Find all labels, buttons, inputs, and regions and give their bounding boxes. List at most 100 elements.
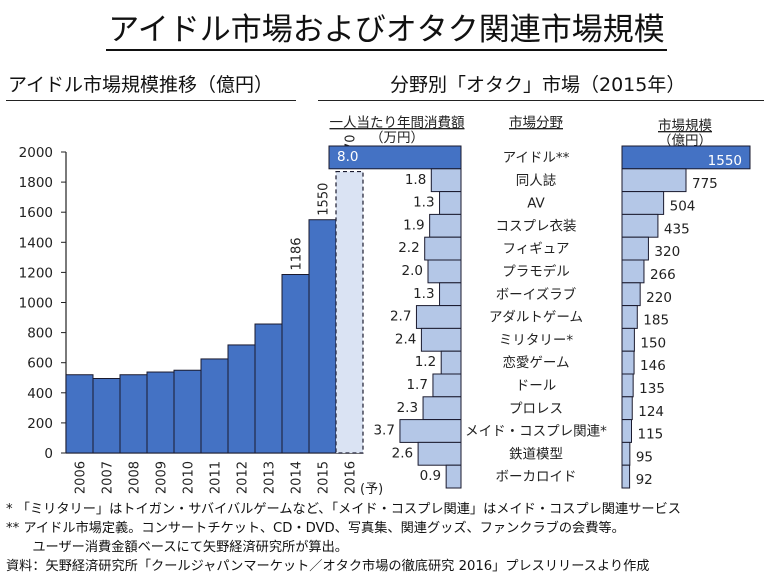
- spend-bar: [417, 441, 462, 466]
- size-bar: [621, 236, 649, 261]
- y-tick-label: 1400: [19, 235, 53, 251]
- field-label: フィギュア: [503, 241, 570, 257]
- bar-value-label: 1550: [317, 183, 332, 216]
- spend-bar: [415, 305, 462, 329]
- field-label: メイド・コスプレ関連*: [465, 424, 607, 440]
- size-value-label: 135: [639, 381, 665, 397]
- footnote-military: * 「ミリタリー」はトイガン・サバイバルゲームなど、「メイド・コスプレ関連」はメ…: [6, 502, 681, 517]
- x-tick-label: 2011: [209, 461, 224, 494]
- x-tick-label: 2013: [263, 461, 278, 494]
- spend-column-header: 一人当たり年間消費額: [330, 115, 465, 131]
- size-column-header: 市場規模: [658, 117, 712, 134]
- otaku-chart-title: 分野別「オタク」市場（2015年）: [390, 74, 686, 96]
- y-tick-label: 600: [27, 356, 53, 372]
- size-bar: [621, 350, 635, 375]
- field-label: プラモデル: [502, 263, 570, 280]
- bar: [119, 374, 148, 454]
- spend-bar: [422, 396, 462, 421]
- spend-value-label: 3.7: [373, 423, 394, 439]
- spend-bar: [420, 327, 462, 352]
- size-bar: [621, 396, 633, 421]
- spend-value-label: 1.3: [413, 286, 434, 302]
- y-tick-label: 400: [27, 386, 53, 402]
- spend-value-label: 0.9: [420, 468, 441, 484]
- field-label: ミリタリー*: [499, 332, 573, 348]
- bar: [173, 369, 202, 454]
- bar: [65, 374, 94, 454]
- spend-value-label: 2.4: [395, 331, 416, 347]
- spend-bar: [439, 282, 462, 307]
- spend-value-label: 2.7: [390, 309, 411, 325]
- spend-value-label: 2.0: [402, 263, 423, 279]
- size-bar: [621, 191, 665, 215]
- x-tick-label: 2010: [182, 461, 197, 494]
- x-tick-label: 2008: [128, 461, 143, 494]
- footnote-idol-definition: ** アイドル市場定義。コンサートチケット、CD・DVD、写真集、関連グッズ、フ…: [6, 521, 625, 536]
- size-value-label: 1550: [708, 153, 742, 169]
- bar: [200, 358, 229, 454]
- y-tick-label: 1600: [19, 205, 53, 221]
- spend-value-label: 2.6: [392, 445, 413, 461]
- field-label: プロレス: [509, 401, 563, 417]
- spend-bar: [429, 213, 462, 238]
- spend-value-label: 2.3: [397, 400, 418, 416]
- y-tick-label: 0: [44, 446, 53, 462]
- spend-bar: [399, 419, 462, 443]
- spend-value-label: 8.0: [337, 149, 358, 165]
- field-label: ドール: [516, 378, 557, 394]
- spend-bar: [328, 145, 462, 170]
- charts-canvas: 0 200 400 600 800 1000 1200 1400 1600 1800 2000 200…: [19, 114, 751, 497]
- x-tick-label: 2016: [344, 461, 359, 494]
- x-tick-label: 2009: [155, 461, 170, 494]
- size-value-label: 95: [636, 449, 653, 465]
- x-tick-label: 2014: [290, 461, 305, 494]
- size-value-label: 146: [640, 358, 666, 374]
- size-value-label: 320: [654, 244, 680, 260]
- bar-value-label: 1186: [290, 237, 305, 270]
- field-label: 恋愛ゲーム: [502, 354, 569, 371]
- size-bar: [621, 282, 641, 307]
- spend-bar: [439, 191, 462, 215]
- size-bar: [621, 441, 631, 466]
- bar: [227, 344, 256, 454]
- size-bar: [621, 464, 631, 489]
- size-value-label: 150: [640, 335, 666, 351]
- size-bar: [621, 373, 634, 398]
- size-value-label: 504: [670, 199, 696, 215]
- x-tick-label: 2007: [101, 461, 116, 494]
- field-column-header: 市場分野: [509, 114, 563, 131]
- size-value-label: 115: [637, 427, 663, 443]
- field-label: アダルトゲーム: [489, 310, 583, 326]
- forecast-note: (予): [360, 482, 383, 497]
- size-bar: [621, 419, 632, 443]
- page-title: アイドル市場およびオタク関連市場規模: [0, 4, 773, 51]
- bar: [146, 371, 175, 454]
- size-value-label: 435: [664, 221, 690, 237]
- size-value-label: 266: [650, 267, 676, 283]
- spend-value-label: 1.3: [413, 195, 434, 211]
- y-tick-label: 800: [27, 326, 53, 342]
- x-tick-label: 2006: [74, 461, 89, 494]
- footnote-source: 資料：矢野経済研究所「クールジャパンマーケット／オタク市場の徹底研究 2016」…: [6, 559, 650, 574]
- bar: [254, 323, 283, 454]
- size-bar: [621, 259, 645, 284]
- x-tick-label: 2015: [317, 461, 332, 494]
- spend-value-label: 1.9: [403, 217, 424, 233]
- field-label: ボーイズラブ: [496, 286, 577, 303]
- size-value-label: 220: [646, 290, 672, 306]
- field-label: アイドル**: [503, 150, 570, 166]
- footnotes: * 「ミリタリー」はトイガン・サバイバルゲームなど、「メイド・コスプレ関連」はメ…: [6, 500, 681, 576]
- spend-value-label: 1.8: [405, 172, 426, 188]
- size-bar: [621, 305, 638, 329]
- spend-bar: [430, 168, 462, 193]
- bar: [308, 219, 337, 454]
- forecast-bar: [335, 170, 364, 454]
- field-label: ボーカロイド: [496, 469, 577, 485]
- size-value-label: 185: [643, 313, 669, 329]
- size-value-label: 92: [636, 472, 653, 488]
- idol-title-rule: [6, 100, 296, 101]
- size-column-unit: （億円）: [658, 133, 712, 149]
- spend-bar: [424, 236, 462, 261]
- y-tick-label: 1200: [19, 265, 53, 281]
- y-tick-label: 200: [27, 416, 53, 432]
